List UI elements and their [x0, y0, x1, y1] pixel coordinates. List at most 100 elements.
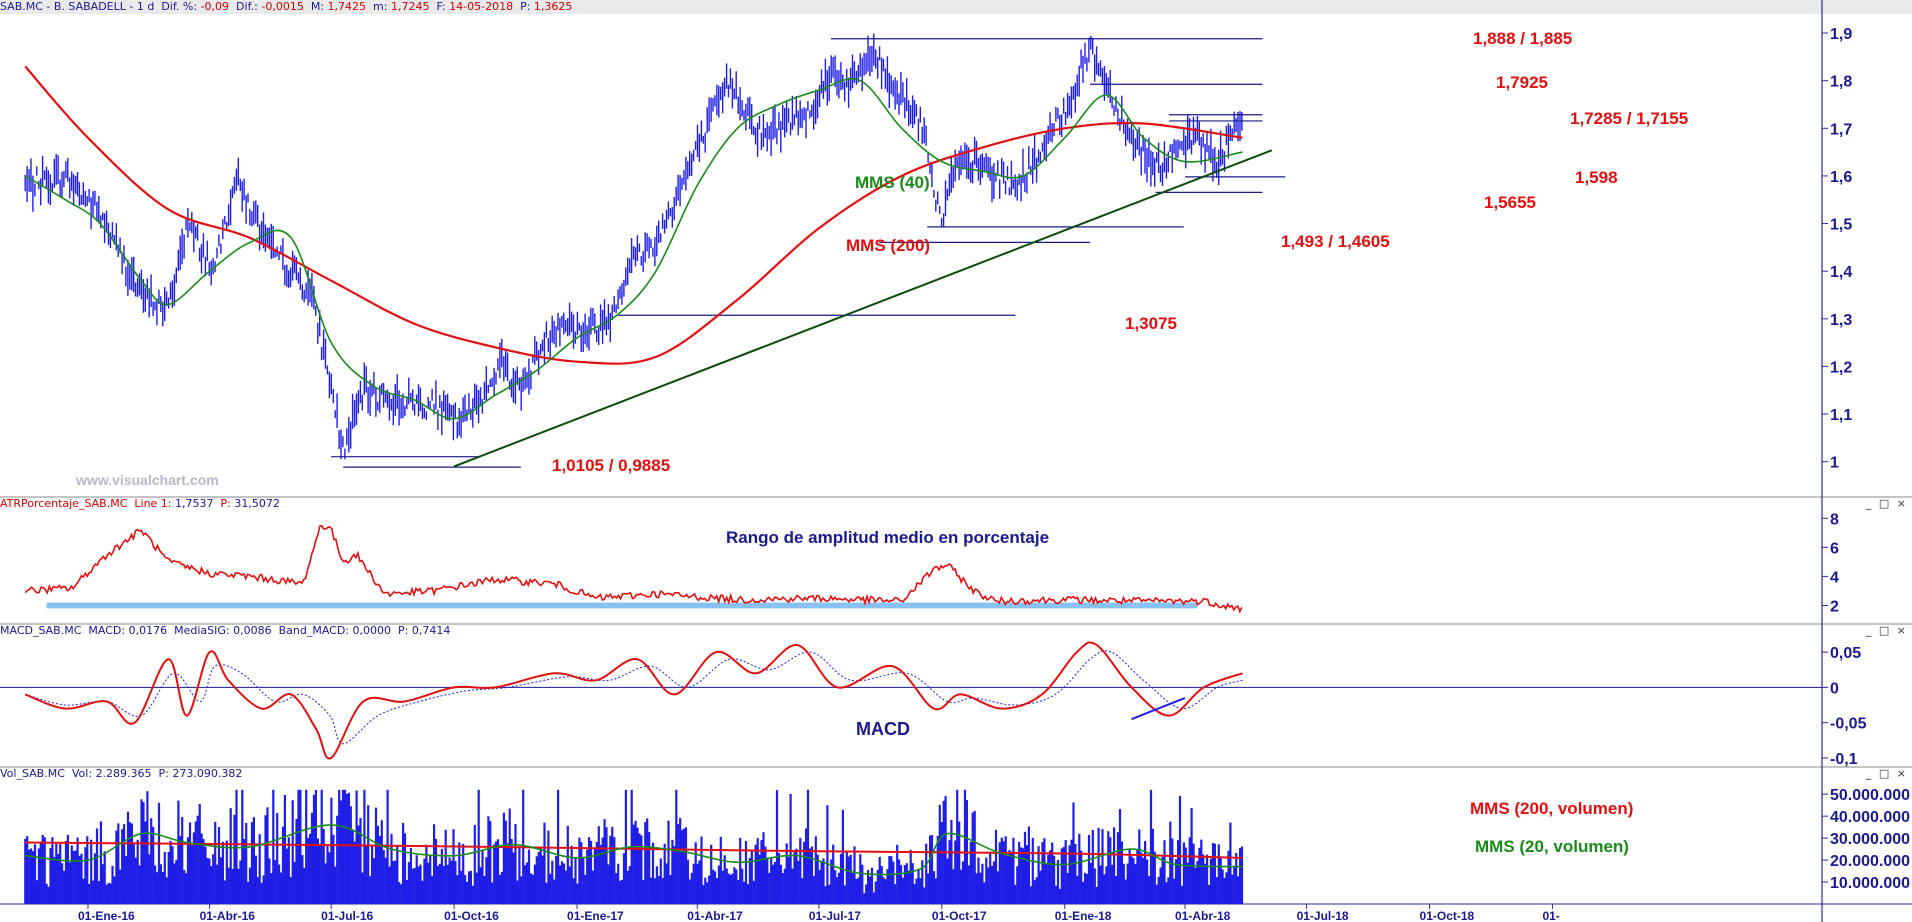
volume-bar — [700, 836, 703, 904]
volume-bar — [136, 839, 139, 904]
volume-bar — [514, 824, 517, 904]
volume-bar — [775, 790, 779, 904]
volume-bar — [471, 885, 474, 904]
volume-bar — [121, 829, 124, 904]
volume-bar — [481, 849, 484, 904]
volume-bar — [320, 789, 323, 904]
volume-bar — [1182, 842, 1185, 904]
volume-bar — [867, 869, 870, 904]
volume-bar — [987, 867, 990, 904]
volume-bar — [797, 860, 800, 904]
volume-bar — [653, 878, 657, 904]
volume-bar — [103, 851, 106, 904]
volume-bar — [967, 865, 970, 904]
volume-bar — [640, 835, 643, 904]
volume-bar — [250, 822, 254, 904]
volume-bar — [566, 825, 569, 904]
volume-bar — [619, 880, 622, 904]
volume-bar — [578, 837, 581, 904]
volume-bar — [1186, 862, 1189, 904]
volume-bar — [45, 883, 48, 904]
atr-window-buttons[interactable]: _ □ × — [1865, 497, 1908, 510]
volume-bar — [402, 823, 405, 904]
volume-bar — [473, 824, 476, 904]
volume-bar — [847, 856, 850, 904]
volume-bar — [433, 824, 436, 904]
volume-bar — [545, 882, 548, 904]
volume-bar — [107, 882, 110, 904]
volume-bar — [1208, 884, 1211, 904]
vol-window-buttons[interactable]: _ □ × — [1865, 767, 1908, 780]
volume-bar — [822, 858, 825, 904]
volume-bar — [1006, 855, 1009, 904]
mms40-line — [24, 78, 1243, 420]
volume-bar — [322, 829, 325, 904]
volume-bar — [216, 864, 219, 904]
volume-bar — [1045, 863, 1048, 904]
volume-bar — [956, 789, 959, 904]
volume-bar — [832, 844, 835, 904]
volume-bar — [1008, 850, 1011, 904]
volume-bar — [225, 840, 228, 904]
volume-bar — [438, 863, 441, 904]
volume-bar — [132, 843, 135, 904]
volume-bar — [1020, 847, 1023, 904]
volume-bar — [981, 863, 984, 904]
volume-bar — [181, 817, 184, 904]
volume-bar — [626, 870, 629, 904]
volume-bar — [768, 872, 771, 904]
volume-bar — [92, 880, 95, 904]
watermark: www.visualchart.com — [75, 472, 219, 488]
volume-bar — [880, 865, 883, 904]
volume-bar — [281, 826, 285, 904]
volume-bar — [1074, 844, 1077, 904]
volume-bar — [642, 880, 645, 904]
volume-bar — [584, 874, 587, 904]
volume-bar — [1209, 858, 1213, 904]
macd-trendline — [1131, 697, 1186, 721]
volume-bar — [1165, 882, 1168, 904]
volume-bar — [442, 866, 445, 904]
volume-bar — [628, 866, 631, 904]
volume-bar — [1219, 856, 1222, 904]
volume-bar — [744, 841, 748, 904]
volume-bar — [834, 870, 837, 904]
volume-bar — [159, 864, 162, 904]
volume-bar — [673, 846, 676, 904]
volume-bar — [291, 800, 294, 904]
volume-bar — [843, 885, 846, 904]
volume-bar — [274, 860, 277, 904]
macd-window-buttons[interactable]: _ □ × — [1865, 624, 1908, 637]
header-strip — [0, 0, 1912, 14]
volume-bar — [152, 826, 155, 904]
level-label: 1,5655 — [1484, 193, 1536, 212]
x-tick-label: 01-Abr-16 — [200, 909, 256, 922]
volume-bar — [382, 850, 385, 904]
volume-bar — [272, 789, 275, 904]
volume-bar — [70, 845, 73, 904]
volume-bar — [411, 868, 414, 904]
volume-bar — [1089, 863, 1092, 904]
volume-bar — [527, 849, 531, 904]
volume-bar — [217, 827, 221, 904]
volume-bar — [593, 847, 596, 904]
volume-bar — [607, 864, 610, 904]
volume-bar — [826, 805, 829, 904]
volume-bar — [655, 866, 658, 904]
volume-bar — [622, 853, 626, 904]
volume-bar — [925, 843, 928, 904]
mms40-label: MMS (40) — [855, 173, 930, 192]
volume-bar — [78, 855, 81, 904]
vol-name: Vol_SAB.MC — [0, 767, 65, 780]
volume-bar — [109, 883, 112, 904]
volume-bar — [498, 874, 502, 904]
price-ytick-label: 1,4 — [1830, 264, 1852, 281]
volume-bar — [175, 859, 178, 904]
volume-bar — [648, 832, 651, 904]
volume-bar — [487, 816, 490, 904]
volume-bar — [1101, 829, 1104, 904]
volume-bar — [469, 870, 472, 904]
support-trendline — [453, 149, 1273, 468]
volume-bar — [708, 875, 711, 904]
volume-bar — [260, 882, 263, 904]
